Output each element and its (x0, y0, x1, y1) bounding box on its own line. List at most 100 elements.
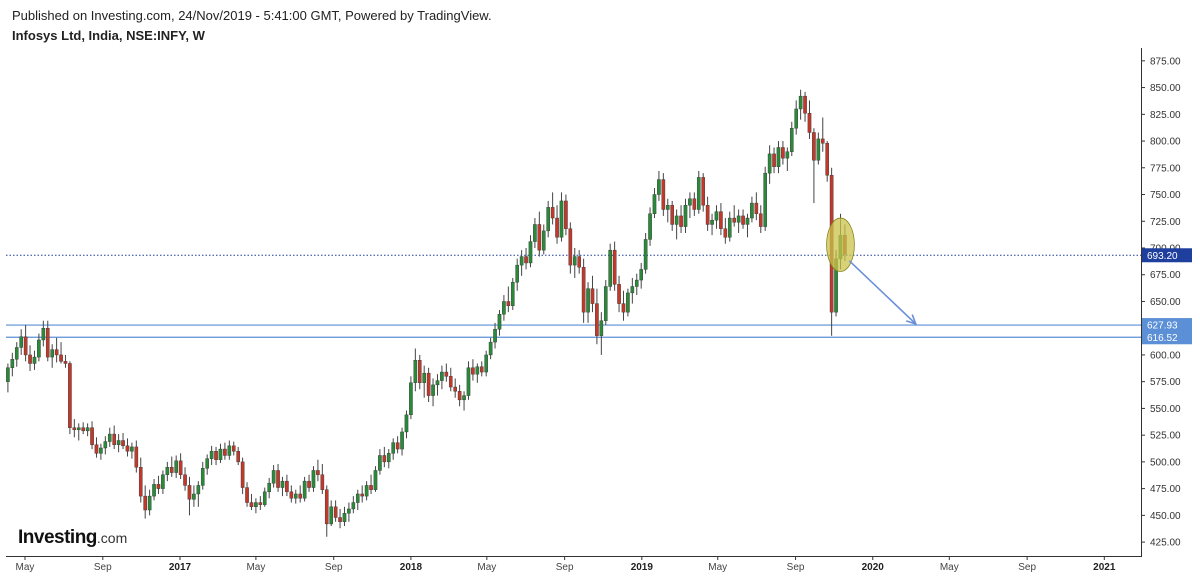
y-tick-label: 875.00 (1150, 56, 1181, 67)
candle-body (736, 215, 741, 223)
candle-body (404, 414, 409, 433)
candle-body (99, 447, 103, 454)
y-tick-label: 425.00 (1150, 538, 1181, 549)
candle-body (732, 217, 736, 223)
candle-body (236, 450, 240, 463)
candle-body (696, 177, 701, 210)
candle-body (692, 198, 697, 210)
candle-body (373, 470, 378, 490)
candle-body (320, 474, 325, 490)
candlestick-series (6, 89, 847, 537)
candle-body (422, 372, 426, 383)
candle-body (674, 215, 679, 225)
candle-body (200, 468, 205, 486)
candle-body (196, 485, 201, 495)
candle-body (453, 386, 457, 392)
candle-body (710, 219, 714, 225)
candle-body (209, 450, 214, 459)
candle-body (665, 205, 670, 210)
candle-body (435, 380, 440, 386)
candle-body (581, 267, 586, 313)
candle-body (245, 487, 249, 503)
candle-body (803, 95, 807, 114)
candle-body (316, 470, 320, 475)
highlight-ellipse (826, 217, 855, 272)
candle-body (81, 427, 85, 432)
candle-body (612, 249, 617, 285)
published-note: Published on Investing.com, 24/Nov/2019 … (12, 8, 492, 23)
candle-body (32, 356, 37, 364)
candle-body (143, 495, 147, 511)
candle-body (249, 502, 254, 508)
candle-body (639, 269, 643, 281)
chart-title: Infosys Ltd, India, NSE:INFY, W (12, 28, 205, 43)
candle-body (76, 427, 81, 431)
candle-body (333, 506, 338, 518)
candle-body (267, 483, 271, 493)
x-tick-label: Sep (94, 562, 112, 573)
candle-body (347, 508, 351, 514)
candle-body (231, 445, 236, 452)
candle-body (121, 440, 125, 447)
candle-body (187, 485, 192, 500)
candle-body (763, 172, 767, 227)
y-tick-label: 600.00 (1150, 350, 1181, 361)
candle-body (426, 372, 431, 396)
x-tick-label: May (940, 562, 959, 573)
candle-body (311, 470, 316, 488)
price-tag-label: 627.93 (1147, 321, 1178, 332)
candle-body (484, 354, 488, 373)
candle-body (679, 215, 683, 227)
candle-body (386, 453, 391, 463)
candle-body (169, 467, 174, 473)
candle-body (590, 288, 595, 304)
candle-body (280, 480, 285, 488)
candle-body (85, 427, 90, 432)
y-tick-label: 825.00 (1150, 110, 1181, 121)
candle-body (572, 256, 577, 266)
candle-body (391, 442, 395, 454)
candle-body (395, 442, 400, 450)
candle-body (701, 177, 705, 206)
candle-body (107, 433, 112, 442)
x-tick-label: Sep (556, 562, 574, 573)
candle-body (789, 128, 794, 152)
candle-body (37, 339, 41, 358)
price-tag-bg (1142, 318, 1192, 333)
candle-body (14, 347, 19, 360)
candle-body (68, 363, 72, 428)
candle-body (116, 440, 121, 445)
candle-body (497, 314, 502, 330)
candle-body (488, 341, 493, 356)
candle-body (519, 256, 524, 266)
time-axis: May Sep 2017 May Sep 2018 May Sep 2019 May Sep 2020… (16, 556, 1116, 573)
x-tick-label: Sep (787, 562, 805, 573)
candle-body (608, 249, 612, 287)
candle-body (338, 517, 342, 522)
candle-body (10, 359, 15, 368)
candle-body (302, 480, 307, 499)
candle-body (298, 493, 302, 499)
candle-body (240, 461, 245, 488)
candle-body (382, 455, 387, 463)
candle-body (820, 138, 825, 144)
y-tick-label: 675.00 (1150, 270, 1181, 281)
price-axis: 425.00 450.00 475.00 500.00 525.00 550.00 575.… (1141, 56, 1181, 549)
candle-body (45, 328, 50, 358)
candle-body (342, 513, 347, 522)
candle-body (289, 491, 294, 499)
candle-body (479, 366, 484, 373)
candle-body (577, 256, 581, 268)
price-tag-bg (1142, 248, 1192, 263)
candle-body (214, 450, 218, 460)
candle-body (413, 360, 418, 383)
candle-body (603, 286, 608, 321)
candle-body (271, 470, 276, 484)
annotations (826, 217, 918, 326)
x-tick-label: 2017 (169, 562, 192, 573)
candle-body (758, 213, 763, 227)
candle-body (816, 138, 821, 161)
candle-body (258, 502, 263, 505)
candle-body (254, 502, 258, 508)
